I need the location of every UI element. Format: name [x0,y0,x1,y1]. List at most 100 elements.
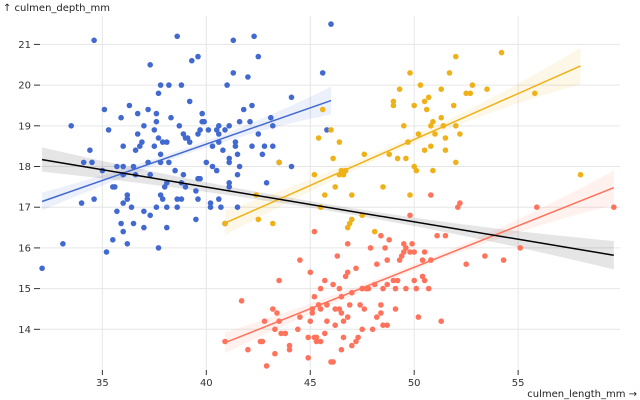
data-point [39,265,45,272]
data-point [207,200,214,206]
data-point [344,269,351,276]
data-point [159,196,166,202]
data-point [236,163,243,170]
data-point [112,184,118,190]
data-point [438,114,445,121]
data-point [261,318,268,325]
data-point [201,118,207,125]
data-point [534,204,540,210]
data-point [453,159,459,166]
data-point [409,241,415,247]
data-point [317,285,324,292]
data-point [226,184,232,190]
data-point [442,135,449,141]
data-point [401,123,407,129]
data-point [394,277,401,284]
data-point [147,171,153,178]
data-point [328,21,334,27]
data-point [349,216,355,223]
data-point [101,106,108,113]
data-point [255,53,262,60]
data-point [205,127,212,133]
x-axis-ticks: 35 40 45 50 55 [96,370,525,389]
y-tick-label: 16 [18,243,31,254]
data-point [118,114,124,121]
data-point [272,350,278,357]
data-point [349,342,355,349]
data-point [359,326,366,333]
data-point [374,261,380,268]
data-point [166,82,172,88]
data-point [332,184,339,190]
data-point [324,302,330,308]
data-point [463,90,470,97]
data-point [332,322,339,329]
data-point [197,175,203,182]
data-point [226,155,232,162]
data-point [193,216,199,223]
data-point [124,196,131,202]
data-point [87,147,93,153]
data-point [120,200,126,206]
data-point [421,277,428,284]
data-point [498,49,505,56]
data-point [324,318,330,325]
data-point [532,90,538,97]
data-point [155,90,162,97]
data-point [330,155,336,162]
data-point [371,228,378,235]
data-point [278,330,284,337]
data-point [153,204,160,210]
y-tick-label: 17 [18,203,31,214]
data-point [270,143,276,149]
data-point [378,310,384,316]
data-point [322,277,328,284]
data-point [178,196,185,202]
data-point [365,285,372,292]
data-point [340,334,347,341]
data-point [124,192,131,198]
data-point [390,102,397,109]
regression-line [224,186,615,344]
data-point [114,208,120,215]
data-point [423,106,430,113]
data-point [161,184,168,190]
data-point [189,57,195,64]
y-tick-label: 18 [18,162,31,173]
data-point [392,285,399,292]
data-point [286,346,293,353]
data-point [361,306,368,312]
x-tick-label: 50 [408,378,421,389]
data-point [209,143,216,149]
data-point [411,163,418,170]
data-point [517,245,523,251]
data-point [442,232,449,239]
data-point [245,74,251,80]
y-tick-label: 21 [18,40,31,51]
data-point [207,204,214,210]
data-point [259,338,266,345]
data-point [126,102,133,109]
data-point [417,82,424,88]
data-point [380,322,386,329]
data-point [151,143,158,149]
data-point [361,151,368,158]
data-point [482,253,488,259]
data-point [230,70,237,76]
data-point [103,249,110,255]
data-point [378,232,384,239]
data-point [344,241,351,247]
data-point [313,338,320,345]
data-point [311,228,318,235]
data-point [297,257,303,263]
data-point [340,318,347,325]
data-point [91,196,97,202]
data-point [384,257,391,263]
data-point [425,285,432,292]
x-tick-label: 45 [304,378,317,389]
data-point [484,86,490,92]
data-point [311,171,318,178]
data-point [430,167,436,174]
data-point [174,204,180,210]
